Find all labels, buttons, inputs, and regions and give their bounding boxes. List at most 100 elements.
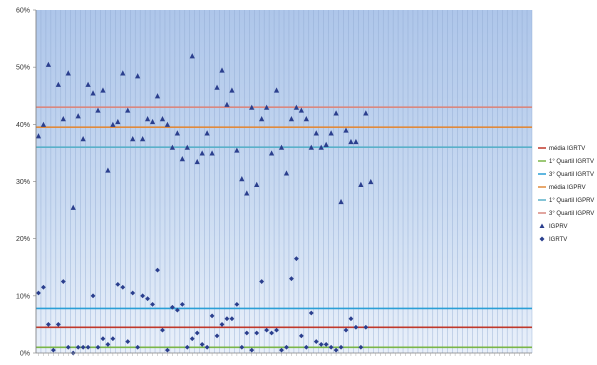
data-point-igprv — [333, 110, 339, 116]
data-point-igrtv — [274, 327, 279, 333]
data-point-igprv — [199, 150, 205, 156]
data-point-igprv — [298, 107, 304, 113]
data-point-igrtv — [174, 307, 180, 313]
data-point-igrtv — [214, 333, 220, 339]
data-point-igrtv — [219, 322, 225, 327]
data-point-igprv — [110, 121, 116, 127]
data-point-igprv — [145, 116, 151, 122]
data-point-igrtv — [165, 347, 170, 353]
data-point-igrtv — [85, 344, 91, 350]
data-point-igprv — [273, 87, 280, 93]
data-point-igprv — [288, 116, 295, 122]
data-point-igprv — [278, 144, 285, 150]
data-point-igprv — [204, 130, 210, 136]
data-point-igrtv — [308, 310, 314, 316]
data-point-igrtv — [100, 336, 106, 342]
data-point-igrtv — [313, 339, 319, 344]
data-point-igrtv — [120, 284, 126, 290]
data-point-igprv — [343, 127, 349, 133]
data-point-igrtv — [140, 293, 146, 299]
data-point-igprv — [65, 70, 71, 76]
data-point-igrtv — [333, 347, 339, 353]
data-point-igprv — [159, 116, 166, 122]
data-point-igrtv — [353, 324, 359, 330]
data-point-igrtv — [95, 344, 101, 350]
legend-label: IGPRV — [549, 224, 568, 230]
legend-label: IGRTV — [549, 237, 567, 243]
data-point-igrtv — [249, 347, 255, 353]
data-point-igrtv — [303, 344, 309, 350]
data-point-igprv — [194, 158, 200, 165]
y-tick-label: 50% — [16, 65, 30, 72]
data-point-igrtv — [194, 330, 200, 336]
data-point-igprv — [269, 150, 275, 156]
data-point-igprv — [75, 113, 81, 119]
data-point-igprv — [219, 67, 225, 73]
data-points — [35, 53, 374, 356]
data-point-igprv — [303, 116, 309, 122]
data-point-igprv — [179, 156, 185, 162]
data-point-igprv — [95, 107, 101, 113]
y-tick-label: 20% — [16, 236, 30, 243]
data-point-igprv — [140, 136, 146, 142]
data-point-igprv — [115, 118, 121, 125]
data-point-igprv — [353, 138, 359, 145]
data-point-igprv — [60, 116, 66, 122]
data-point-igprv — [363, 110, 369, 116]
y-tick-label: 0% — [20, 351, 30, 358]
data-point-igrtv — [110, 336, 116, 342]
data-point-igprv — [313, 130, 319, 136]
data-point-igrtv — [75, 344, 81, 350]
legend-label: média IGPRV — [549, 185, 586, 191]
y-tick-label: 10% — [16, 293, 30, 300]
legend-label: 3° Quartil IGPRV — [549, 211, 594, 217]
data-point-igprv — [125, 107, 131, 113]
data-point-igprv — [45, 61, 51, 67]
data-point-igrtv — [80, 344, 86, 350]
legend: média IGRTV 1° Quartil IGRTV 3° Quartil IG… — [538, 146, 594, 243]
data-point-igrtv — [279, 347, 284, 353]
legend-label: média IGRTV — [549, 146, 585, 152]
data-point-igprv — [338, 198, 344, 205]
data-point-igrtv — [50, 347, 56, 353]
data-point-igprv — [154, 93, 161, 99]
data-point-igrtv — [239, 344, 245, 350]
data-point-igprv — [90, 90, 96, 96]
data-point-igrtv — [155, 267, 160, 273]
data-point-igrtv — [348, 316, 354, 322]
data-point-igprv — [169, 144, 175, 150]
data-point-igprv — [293, 104, 299, 110]
data-point-igprv — [224, 101, 230, 107]
data-point-igprv — [55, 81, 61, 87]
data-point-igrtv — [328, 344, 334, 350]
data-point-igprv — [85, 81, 91, 87]
data-point-igprv — [259, 116, 265, 122]
data-point-igprv — [164, 121, 171, 127]
legend-label: 1° Quartil IGRTV — [549, 159, 594, 165]
data-point-igrtv — [36, 290, 41, 296]
data-point-igrtv — [179, 302, 185, 307]
data-point-igprv — [35, 133, 42, 139]
data-point-igrtv — [318, 342, 324, 347]
y-tick-label: 40% — [16, 122, 30, 129]
data-point-igrtv — [284, 344, 289, 350]
data-point-igprv — [244, 190, 250, 196]
data-point-igprv — [283, 170, 290, 176]
data-point-igrtv — [60, 279, 66, 284]
data-point-igprv — [149, 118, 156, 125]
data-point-igrtv — [229, 316, 235, 322]
data-point-igrtv — [358, 344, 364, 350]
data-point-igrtv — [65, 344, 71, 350]
data-point-igrtv — [46, 322, 51, 327]
data-point-igrtv — [130, 290, 136, 296]
data-point-igrtv — [115, 282, 121, 287]
data-point-igrtv — [259, 279, 265, 284]
data-point-igprv — [308, 144, 314, 150]
y-tick-label: 60% — [16, 8, 30, 15]
data-point-igprv — [239, 176, 245, 182]
data-point-igrtv — [244, 330, 250, 336]
data-point-igrtv — [264, 327, 270, 333]
data-point-igrtv — [209, 313, 215, 319]
data-point-igrtv — [234, 302, 240, 307]
